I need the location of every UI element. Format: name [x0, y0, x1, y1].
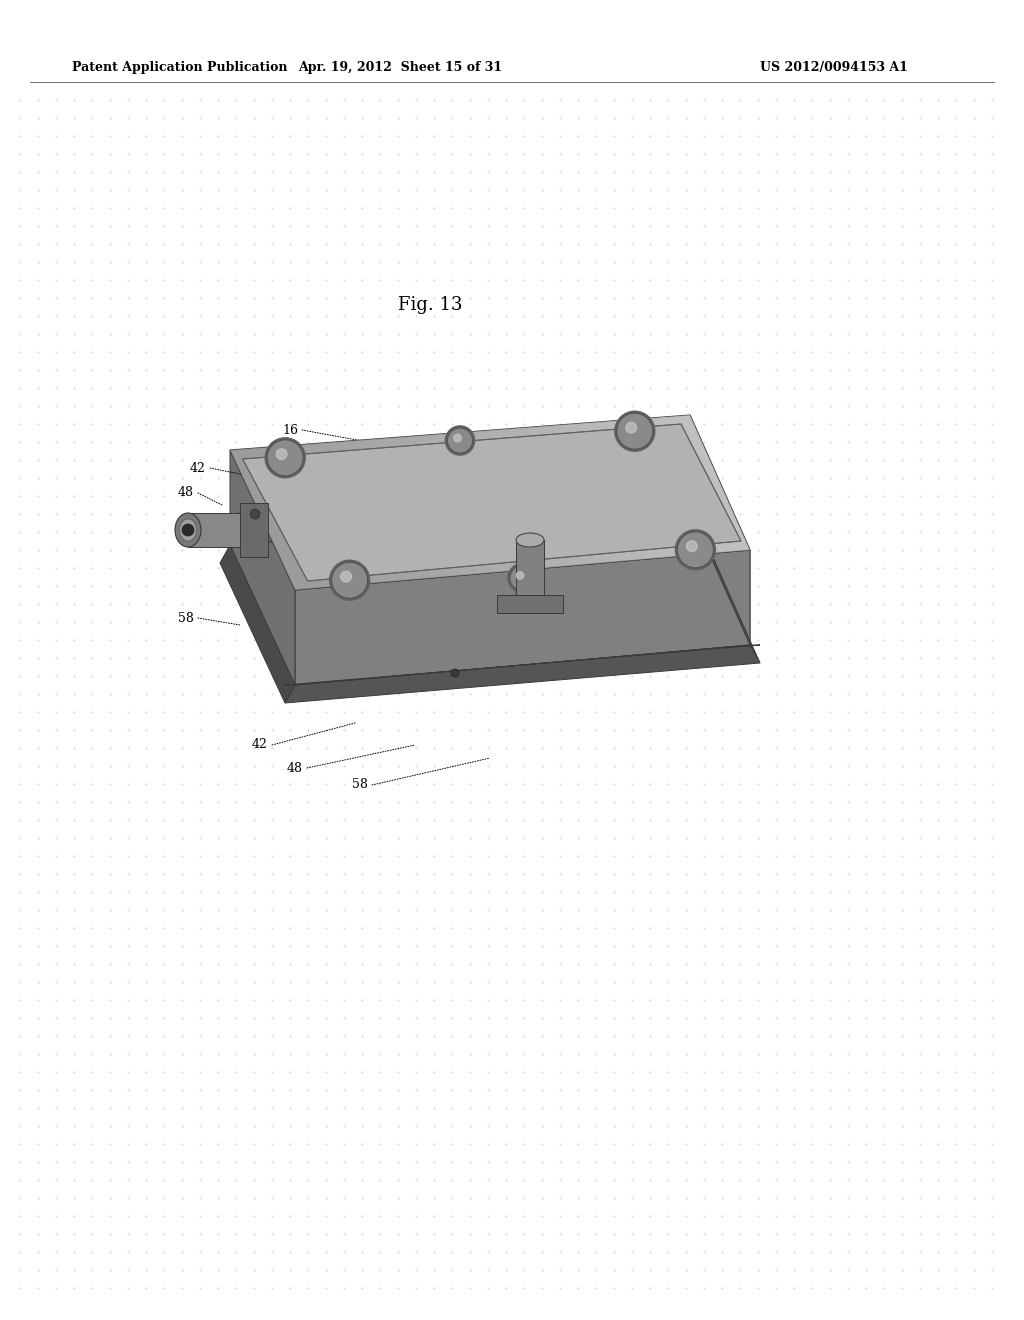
- Ellipse shape: [516, 533, 544, 546]
- Circle shape: [250, 510, 260, 519]
- Circle shape: [330, 560, 370, 601]
- Polygon shape: [285, 645, 760, 704]
- Text: 58: 58: [352, 779, 368, 792]
- Ellipse shape: [227, 513, 253, 546]
- Circle shape: [182, 524, 194, 536]
- Polygon shape: [368, 438, 446, 578]
- Polygon shape: [475, 430, 553, 569]
- Circle shape: [332, 562, 368, 598]
- Polygon shape: [583, 422, 659, 560]
- Text: 58: 58: [178, 611, 194, 624]
- Polygon shape: [276, 445, 355, 586]
- Polygon shape: [230, 449, 310, 590]
- Polygon shape: [383, 437, 462, 577]
- Polygon shape: [506, 428, 583, 566]
- Polygon shape: [659, 416, 735, 553]
- Polygon shape: [220, 510, 700, 545]
- Polygon shape: [414, 434, 493, 574]
- Text: 42: 42: [190, 462, 206, 474]
- Polygon shape: [295, 550, 750, 685]
- Polygon shape: [230, 414, 750, 590]
- Polygon shape: [598, 421, 674, 558]
- Ellipse shape: [175, 513, 201, 546]
- Polygon shape: [516, 540, 544, 595]
- Circle shape: [265, 438, 305, 478]
- Polygon shape: [243, 424, 741, 581]
- Circle shape: [510, 565, 536, 590]
- Polygon shape: [322, 442, 401, 582]
- Polygon shape: [246, 447, 326, 589]
- Circle shape: [626, 422, 637, 433]
- Polygon shape: [690, 510, 760, 663]
- Circle shape: [276, 449, 287, 459]
- Polygon shape: [490, 429, 568, 568]
- Polygon shape: [521, 426, 598, 565]
- Polygon shape: [398, 436, 477, 576]
- Circle shape: [676, 529, 716, 570]
- Circle shape: [447, 428, 473, 453]
- Polygon shape: [552, 424, 629, 562]
- Text: Apr. 19, 2012  Sheet 15 of 31: Apr. 19, 2012 Sheet 15 of 31: [298, 62, 502, 74]
- Polygon shape: [675, 414, 750, 552]
- Text: 42: 42: [252, 738, 268, 751]
- Polygon shape: [306, 444, 386, 583]
- Polygon shape: [292, 444, 371, 585]
- Polygon shape: [497, 595, 563, 612]
- Circle shape: [616, 413, 653, 449]
- Polygon shape: [460, 432, 538, 570]
- Polygon shape: [230, 450, 295, 685]
- Circle shape: [516, 572, 523, 579]
- Circle shape: [451, 669, 459, 677]
- Circle shape: [454, 434, 461, 442]
- Polygon shape: [629, 418, 705, 556]
- Polygon shape: [613, 420, 689, 557]
- Circle shape: [678, 532, 714, 568]
- Circle shape: [508, 564, 538, 593]
- Polygon shape: [567, 424, 644, 561]
- Text: Patent Application Publication: Patent Application Publication: [72, 62, 288, 74]
- Polygon shape: [240, 503, 268, 557]
- Polygon shape: [188, 513, 240, 546]
- Polygon shape: [690, 414, 750, 645]
- Polygon shape: [537, 425, 613, 564]
- Polygon shape: [261, 446, 341, 587]
- Circle shape: [341, 572, 351, 582]
- Polygon shape: [337, 441, 417, 581]
- Polygon shape: [220, 545, 295, 704]
- Polygon shape: [444, 433, 522, 572]
- Circle shape: [614, 412, 654, 451]
- Ellipse shape: [516, 587, 544, 602]
- Circle shape: [445, 426, 474, 455]
- Circle shape: [267, 440, 303, 475]
- Text: 48: 48: [178, 487, 194, 499]
- Polygon shape: [285, 645, 760, 685]
- Text: US 2012/0094153 A1: US 2012/0094153 A1: [760, 62, 908, 74]
- Ellipse shape: [179, 519, 197, 541]
- Text: 16: 16: [282, 424, 298, 437]
- Polygon shape: [429, 434, 507, 573]
- Circle shape: [686, 541, 697, 552]
- Polygon shape: [352, 440, 431, 579]
- Text: Fig. 13: Fig. 13: [397, 296, 462, 314]
- Text: 48: 48: [287, 762, 303, 775]
- Polygon shape: [644, 417, 720, 554]
